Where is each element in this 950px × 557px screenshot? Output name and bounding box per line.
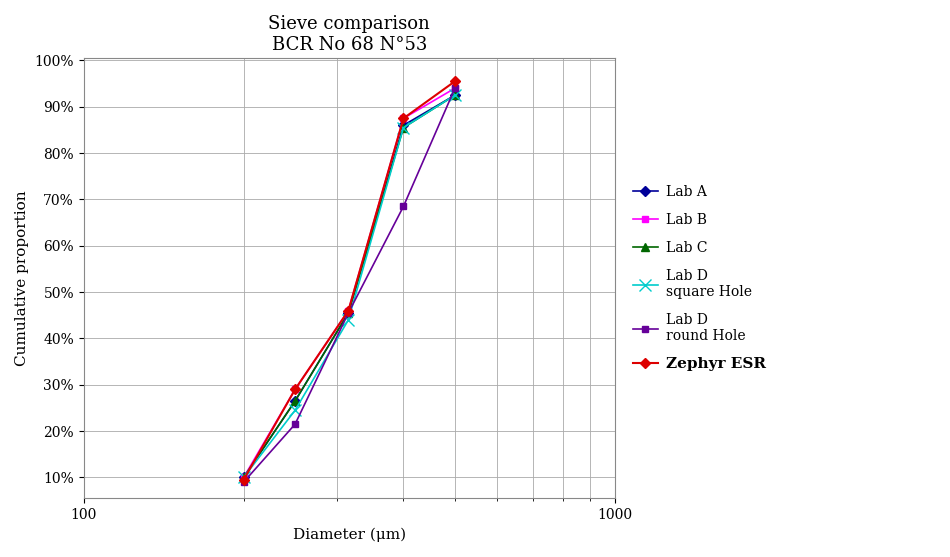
- Lab A: [343, 310, 354, 316]
- Zephyr ESR: [449, 78, 461, 85]
- Line: Lab A: Lab A: [240, 92, 459, 481]
- Lab B: [238, 474, 249, 481]
- Line: Lab C: Lab C: [239, 91, 459, 482]
- Zephyr ESR: [290, 386, 301, 393]
- Lab C: [343, 310, 354, 316]
- Lab D
round Hole: [398, 203, 409, 210]
- Lab A: [238, 474, 249, 481]
- Line: Lab B: Lab B: [240, 85, 459, 481]
- Lab D
square Hole: [398, 124, 409, 131]
- Lab B: [449, 85, 461, 91]
- Lab A: [449, 92, 461, 99]
- Lab D
square Hole: [238, 474, 249, 481]
- Zephyr ESR: [398, 115, 409, 122]
- X-axis label: Diameter (μm): Diameter (μm): [293, 527, 406, 542]
- Lab D
square Hole: [343, 316, 354, 323]
- Lab C: [449, 92, 461, 99]
- Lab D
round Hole: [290, 421, 301, 428]
- Lab A: [290, 398, 301, 404]
- Zephyr ESR: [343, 307, 354, 314]
- Lab D
round Hole: [238, 479, 249, 486]
- Y-axis label: Cumulative proportion: Cumulative proportion: [15, 190, 29, 366]
- Lab D
square Hole: [449, 92, 461, 99]
- Title: Sieve comparison
BCR No 68 N°53: Sieve comparison BCR No 68 N°53: [269, 15, 430, 54]
- Lab B: [343, 307, 354, 314]
- Lab D
square Hole: [290, 407, 301, 414]
- Legend: Lab A, Lab B, Lab C, Lab D
square Hole, Lab D
round Hole, Zephyr ESR: Lab A, Lab B, Lab C, Lab D square Hole, …: [627, 180, 771, 377]
- Line: Zephyr ESR: Zephyr ESR: [240, 78, 459, 483]
- Lab A: [398, 122, 409, 129]
- Lab D
round Hole: [343, 310, 354, 316]
- Lab C: [238, 474, 249, 481]
- Lab B: [290, 386, 301, 393]
- Lab D
round Hole: [449, 85, 461, 91]
- Line: Lab D
round Hole: Lab D round Hole: [240, 85, 459, 486]
- Line: Lab D
square Hole: Lab D square Hole: [238, 90, 461, 483]
- Lab C: [290, 398, 301, 404]
- Zephyr ESR: [238, 476, 249, 483]
- Lab B: [398, 115, 409, 122]
- Lab C: [398, 124, 409, 131]
